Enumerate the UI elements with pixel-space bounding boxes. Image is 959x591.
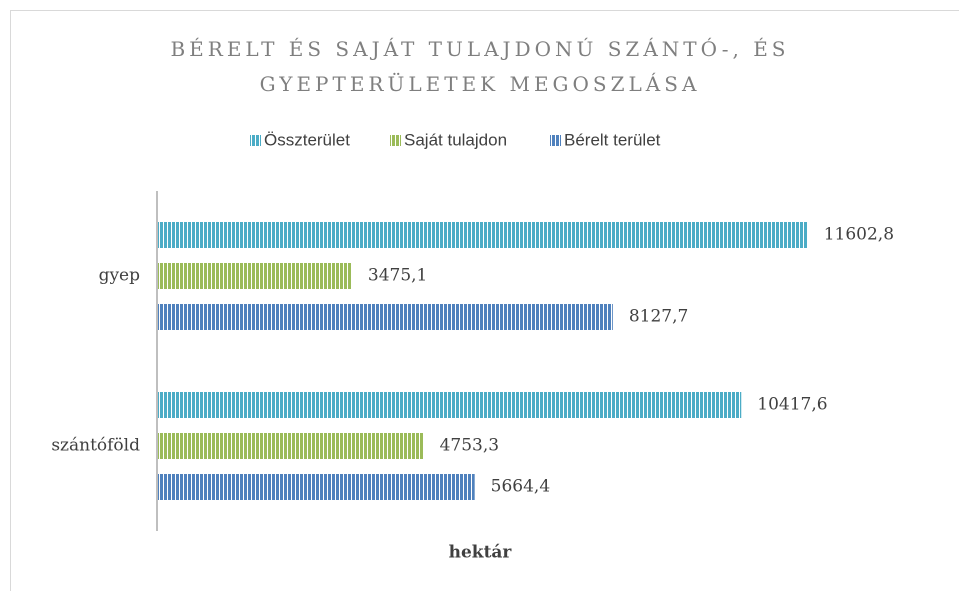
bar bbox=[157, 433, 424, 459]
legend-swatch bbox=[250, 135, 261, 146]
legend-label: Összterület bbox=[264, 130, 350, 149]
value-label: 10417,6 bbox=[757, 395, 827, 415]
category-label: gyep bbox=[99, 266, 141, 286]
value-label: 11602,8 bbox=[824, 225, 894, 245]
legend-label: Saját tulajdon bbox=[404, 130, 507, 149]
legend-swatch bbox=[550, 135, 561, 146]
bar bbox=[157, 304, 613, 330]
bar bbox=[157, 222, 808, 248]
category-label: szántóföld bbox=[51, 436, 140, 456]
bar bbox=[157, 392, 742, 418]
bar bbox=[157, 263, 352, 289]
value-label: 5664,4 bbox=[491, 477, 550, 497]
value-label: 3475,1 bbox=[368, 266, 427, 286]
chart-title: BÉRELT ÉS SAJÁT TULAJDONÚ SZÁNTÓ-, ÉS GY… bbox=[170, 37, 790, 96]
legend-swatch bbox=[390, 135, 401, 146]
value-label: 8127,7 bbox=[629, 307, 688, 327]
bar bbox=[157, 474, 475, 500]
chart-frame bbox=[10, 10, 959, 591]
legend-label: Bérelt terület bbox=[564, 130, 661, 149]
x-axis-title: hektár bbox=[449, 543, 513, 563]
value-label: 4753,3 bbox=[440, 436, 499, 456]
